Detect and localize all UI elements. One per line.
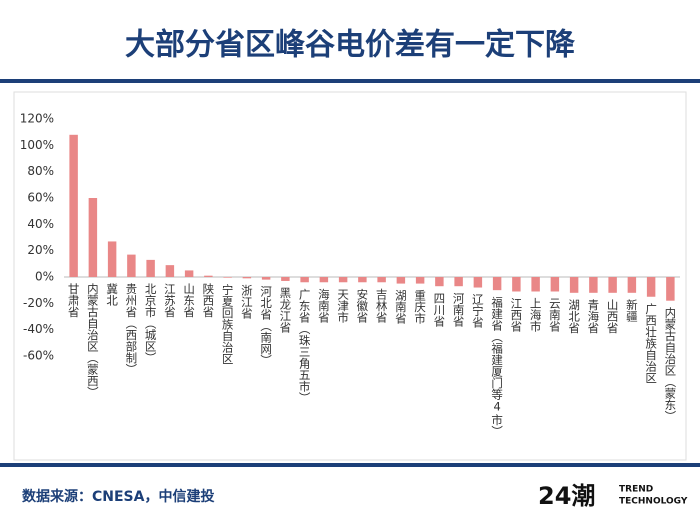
bar xyxy=(454,277,463,287)
bar xyxy=(627,277,637,293)
bar xyxy=(242,277,252,279)
x-tick-label: 贵州省（西部制） xyxy=(124,283,138,375)
bar xyxy=(589,277,598,293)
y-tick-label: 40% xyxy=(27,217,54,231)
bar xyxy=(204,275,213,277)
bar xyxy=(569,277,579,293)
x-tick-label: 宁夏回族自治区 xyxy=(221,283,235,364)
x-tick-label: 北京市（城区） xyxy=(144,283,158,364)
x-tick-label: 陕西省 xyxy=(201,282,215,318)
x-tick-label: 河北省（南网） xyxy=(259,286,273,367)
bar xyxy=(338,277,348,283)
bar xyxy=(319,277,329,283)
bar xyxy=(492,277,502,291)
header-rule xyxy=(0,79,700,83)
bar xyxy=(512,277,521,292)
y-tick-label: 60% xyxy=(27,191,54,205)
bar xyxy=(300,277,309,283)
bar xyxy=(550,277,560,292)
y-tick-label: 20% xyxy=(27,243,54,257)
x-tick-label: 甘肃省 xyxy=(67,283,81,318)
bar xyxy=(223,277,232,278)
bar xyxy=(435,277,444,287)
y-tick-label: -20% xyxy=(23,296,54,310)
x-tick-label: 上海市 xyxy=(529,297,543,332)
bar xyxy=(281,277,290,281)
x-tick-label: 内蒙古自治区（蒙西） xyxy=(86,282,100,398)
x-tick-label: 冀北 xyxy=(105,282,119,306)
y-tick-label: -40% xyxy=(23,322,54,336)
bar xyxy=(69,134,78,277)
x-tick-label: 云南省 xyxy=(548,297,562,332)
bar xyxy=(358,277,367,283)
x-tick-label: 辽宁省 xyxy=(471,294,485,329)
bar xyxy=(608,277,617,293)
x-tick-label: 安徽省 xyxy=(355,287,369,323)
x-tick-label: 浙江省 xyxy=(240,284,254,319)
x-tick-label: 江苏省 xyxy=(163,283,177,318)
bar xyxy=(415,277,425,284)
x-tick-label: 广西壮族自治区 xyxy=(644,303,658,384)
x-tick-label: 河南省 xyxy=(452,292,466,327)
x-tick-label: 青海省 xyxy=(586,299,600,334)
bar xyxy=(146,259,155,277)
bar xyxy=(473,277,483,288)
footer-rule xyxy=(0,463,700,467)
bar xyxy=(127,254,136,277)
x-tick-label: 广东省（珠三角五市） xyxy=(298,288,312,403)
logo-text: TECHNOLOGY xyxy=(619,497,688,507)
x-tick-label: 山东省 xyxy=(182,283,196,318)
y-tick-label: 0% xyxy=(35,270,54,284)
plot: -60%-40%-20%0%20%40%60%80%100%120%甘肃省 内蒙古… xyxy=(20,112,680,437)
x-tick-label: 新疆 xyxy=(625,298,639,322)
x-tick-label: 黑龙江省 xyxy=(278,287,292,334)
logo-mark: 24潮 xyxy=(538,482,595,510)
x-tick-label: 内蒙古自治区（蒙东） xyxy=(663,306,677,422)
bar xyxy=(184,270,194,277)
y-tick-label: 120% xyxy=(20,112,54,126)
page-title: 大部分省区峰谷电价差有一定下降 xyxy=(125,28,576,63)
x-tick-label: 山西省 xyxy=(606,299,620,334)
y-tick-label: 80% xyxy=(27,164,54,178)
y-tick-label: 100% xyxy=(20,138,54,152)
x-tick-label: 重庆市 xyxy=(413,289,427,325)
y-tick-label: -60% xyxy=(23,349,54,363)
x-tick-label: 湖北省 xyxy=(567,298,581,334)
source-note: 数据来源：CNESA，中信建投 xyxy=(22,488,214,505)
x-tick-label: 四川省 xyxy=(432,292,446,327)
bar xyxy=(107,241,117,277)
x-tick-label: 江西省 xyxy=(509,297,523,332)
bar xyxy=(646,277,656,297)
bar xyxy=(396,277,406,284)
bar xyxy=(377,277,386,283)
x-tick-label: 天津市 xyxy=(336,288,350,323)
logo-text: TREND xyxy=(619,485,653,495)
bar xyxy=(666,277,675,301)
bar xyxy=(165,265,175,277)
x-tick-label: 吉林省 xyxy=(375,288,389,323)
chart-frame xyxy=(13,91,687,461)
bar xyxy=(531,277,540,292)
bar xyxy=(88,198,98,277)
bar xyxy=(261,277,271,280)
x-tick-label: 福建省（福建厦门等4市） xyxy=(490,295,504,436)
x-tick-label: 海南省 xyxy=(317,287,331,323)
x-tick-label: 湖南省 xyxy=(394,289,408,325)
